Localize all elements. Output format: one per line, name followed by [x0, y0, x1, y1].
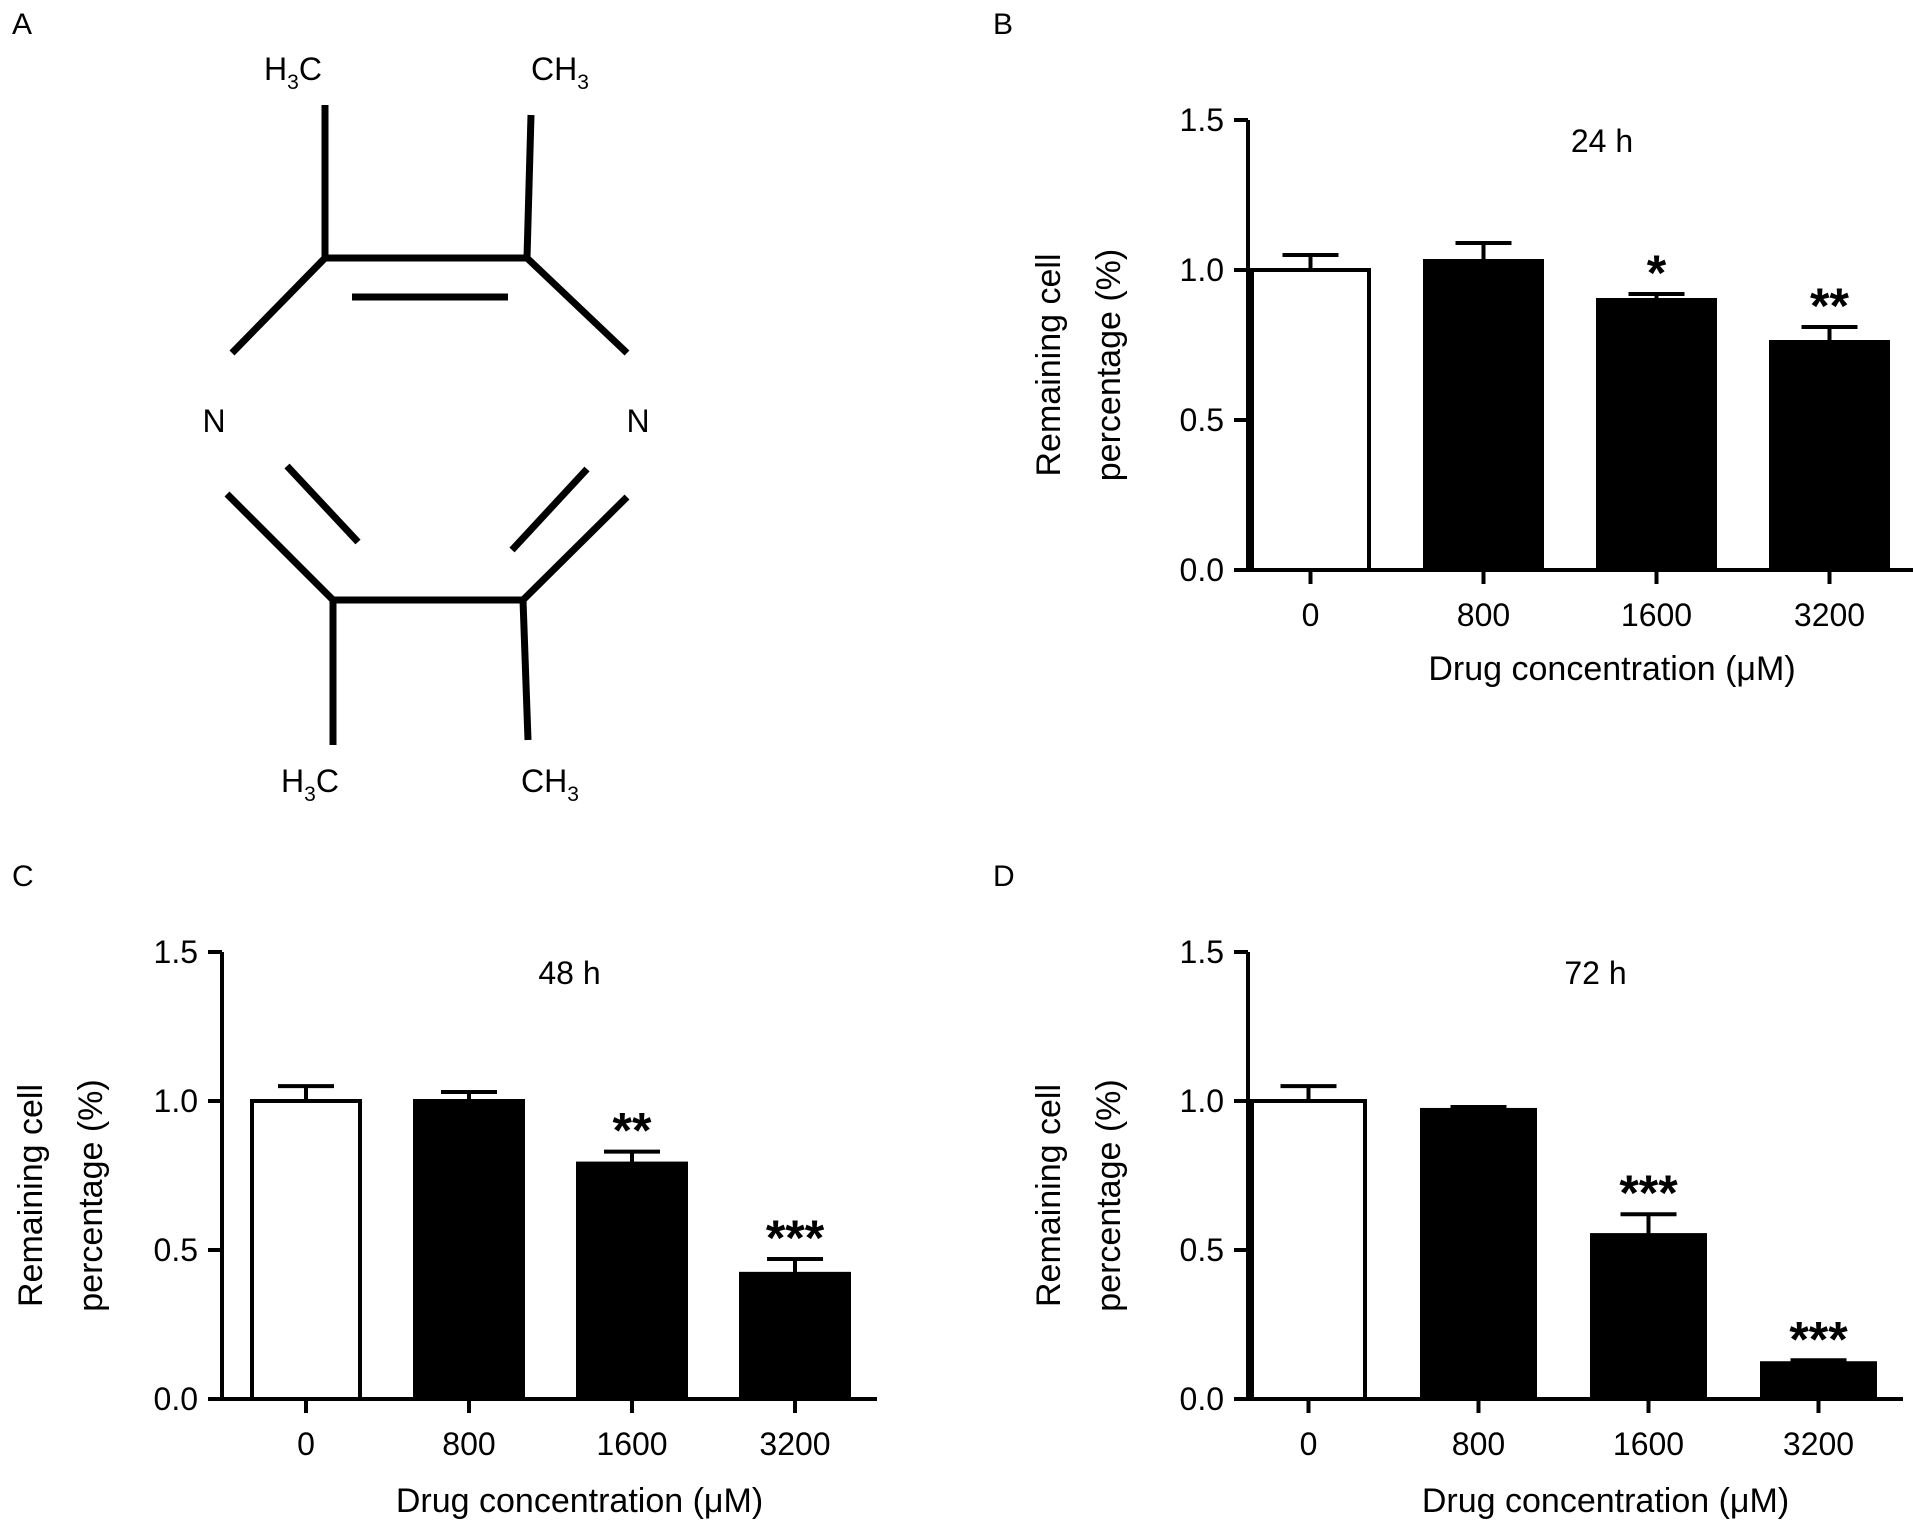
y-tick-label: 1.0	[1180, 1083, 1224, 1119]
bar-chart-48h: 0.0 0.5 1.0 1.5 0 800 ** 1600 *** 3200 48 h Drug co…	[12, 934, 877, 1520]
chart-title: 72 h	[1564, 955, 1626, 991]
x-tick-label: 0	[1302, 597, 1320, 633]
bond-methyl-bottom-right	[519, 599, 532, 741]
significance-label: *	[1647, 245, 1667, 301]
panel-letter-c: C	[12, 860, 34, 893]
y-tick-label: 1.5	[1180, 102, 1224, 138]
bond-right-n-to-c	[520, 494, 630, 603]
y-axis-label: percentage (%)	[1090, 1079, 1128, 1311]
bond-right-n-to-c-double	[509, 466, 590, 553]
significance-label: **	[613, 1103, 652, 1159]
chart-title: 24 h	[1571, 123, 1633, 159]
bar-800	[1423, 259, 1544, 572]
y-tick-label: 1.5	[1180, 934, 1224, 970]
panel-letter-d: D	[993, 860, 1015, 893]
x-tick-label: 1600	[1621, 597, 1692, 633]
y-tick-label: 0.5	[154, 1232, 198, 1268]
bar-0	[1250, 1099, 1367, 1401]
significance-label: ***	[1789, 1311, 1848, 1367]
methyl-top-left: H3C	[264, 51, 322, 94]
bar-800	[413, 1099, 525, 1401]
bar-3200	[1760, 1361, 1877, 1401]
significance-label: ***	[1619, 1165, 1678, 1221]
chemical-structure: N N H3C CH3 H3C CH3	[202, 51, 649, 806]
x-tick-label: 800	[1457, 597, 1510, 633]
x-axis-label: Drug concentration (μM)	[396, 1482, 763, 1520]
y-tick-label: 1.0	[154, 1083, 198, 1119]
x-tick-label: 800	[442, 1426, 495, 1462]
x-tick-label: 3200	[1783, 1426, 1854, 1462]
y-axis-label: Remaining cell	[1030, 254, 1068, 477]
x-tick-label: 3200	[1794, 597, 1865, 633]
significance-label: **	[1810, 278, 1849, 334]
x-tick-label: 0	[1300, 1426, 1318, 1462]
bond-left-n-to-c-double	[284, 463, 361, 545]
bar-1600	[1590, 1233, 1707, 1401]
methyl-bottom-right: CH3	[521, 763, 579, 806]
y-tick-label: 1.5	[154, 934, 198, 970]
methyl-bottom-left: H3C	[281, 763, 339, 806]
y-tick-label: 0.5	[1180, 1232, 1224, 1268]
y-axis-label: percentage (%)	[72, 1079, 110, 1311]
bond-methyl-top-right	[523, 114, 535, 259]
y-axis-label: Remaining cell	[12, 1084, 50, 1307]
panel-letter-b: B	[993, 8, 1014, 41]
panel-letter-a: A	[12, 8, 33, 41]
bar-0	[1250, 268, 1371, 572]
bar-1600	[1596, 298, 1717, 572]
y-tick-label: 0.0	[1180, 552, 1224, 588]
x-tick-label: 1600	[596, 1426, 667, 1462]
significance-label: ***	[766, 1210, 825, 1266]
x-tick-label: 1600	[1613, 1426, 1684, 1462]
bar-0	[250, 1099, 362, 1401]
x-tick-label: 3200	[759, 1426, 830, 1462]
bar-chart-24h: 0.0 0.5 1.0 1.5 0 800 * 1600 ** 3200 24 h Drug conc…	[1030, 102, 1913, 688]
bar-3200	[739, 1271, 851, 1401]
x-tick-label: 800	[1452, 1426, 1505, 1462]
atom-n-left: N	[202, 403, 225, 439]
y-axis-label: Remaining cell	[1030, 1084, 1068, 1307]
chart-title: 48 h	[538, 955, 600, 991]
bond-top-left-to-n	[229, 255, 328, 356]
bond-left-n-to-c	[224, 491, 336, 603]
y-axis-label: percentage (%)	[1090, 249, 1128, 481]
bond-top-right-to-n	[524, 255, 630, 356]
y-tick-label: 1.0	[1180, 252, 1224, 288]
x-axis-label: Drug concentration (μM)	[1428, 650, 1795, 688]
y-tick-label: 0.0	[154, 1381, 198, 1417]
y-tick-label: 0.5	[1180, 402, 1224, 438]
bar-1600	[576, 1161, 688, 1401]
bar-chart-72h: 0.0 0.5 1.0 1.5 0 800 *** 1600 *** 3200 72 h Drug c…	[1030, 934, 1903, 1520]
atom-n-right: N	[626, 403, 649, 439]
x-axis-label: Drug concentration (μM)	[1422, 1482, 1789, 1520]
y-tick-label: 0.0	[1180, 1381, 1224, 1417]
methyl-top-right: CH3	[531, 51, 589, 94]
bar-800	[1420, 1107, 1537, 1401]
x-tick-label: 0	[297, 1426, 315, 1462]
bar-3200	[1769, 340, 1890, 572]
